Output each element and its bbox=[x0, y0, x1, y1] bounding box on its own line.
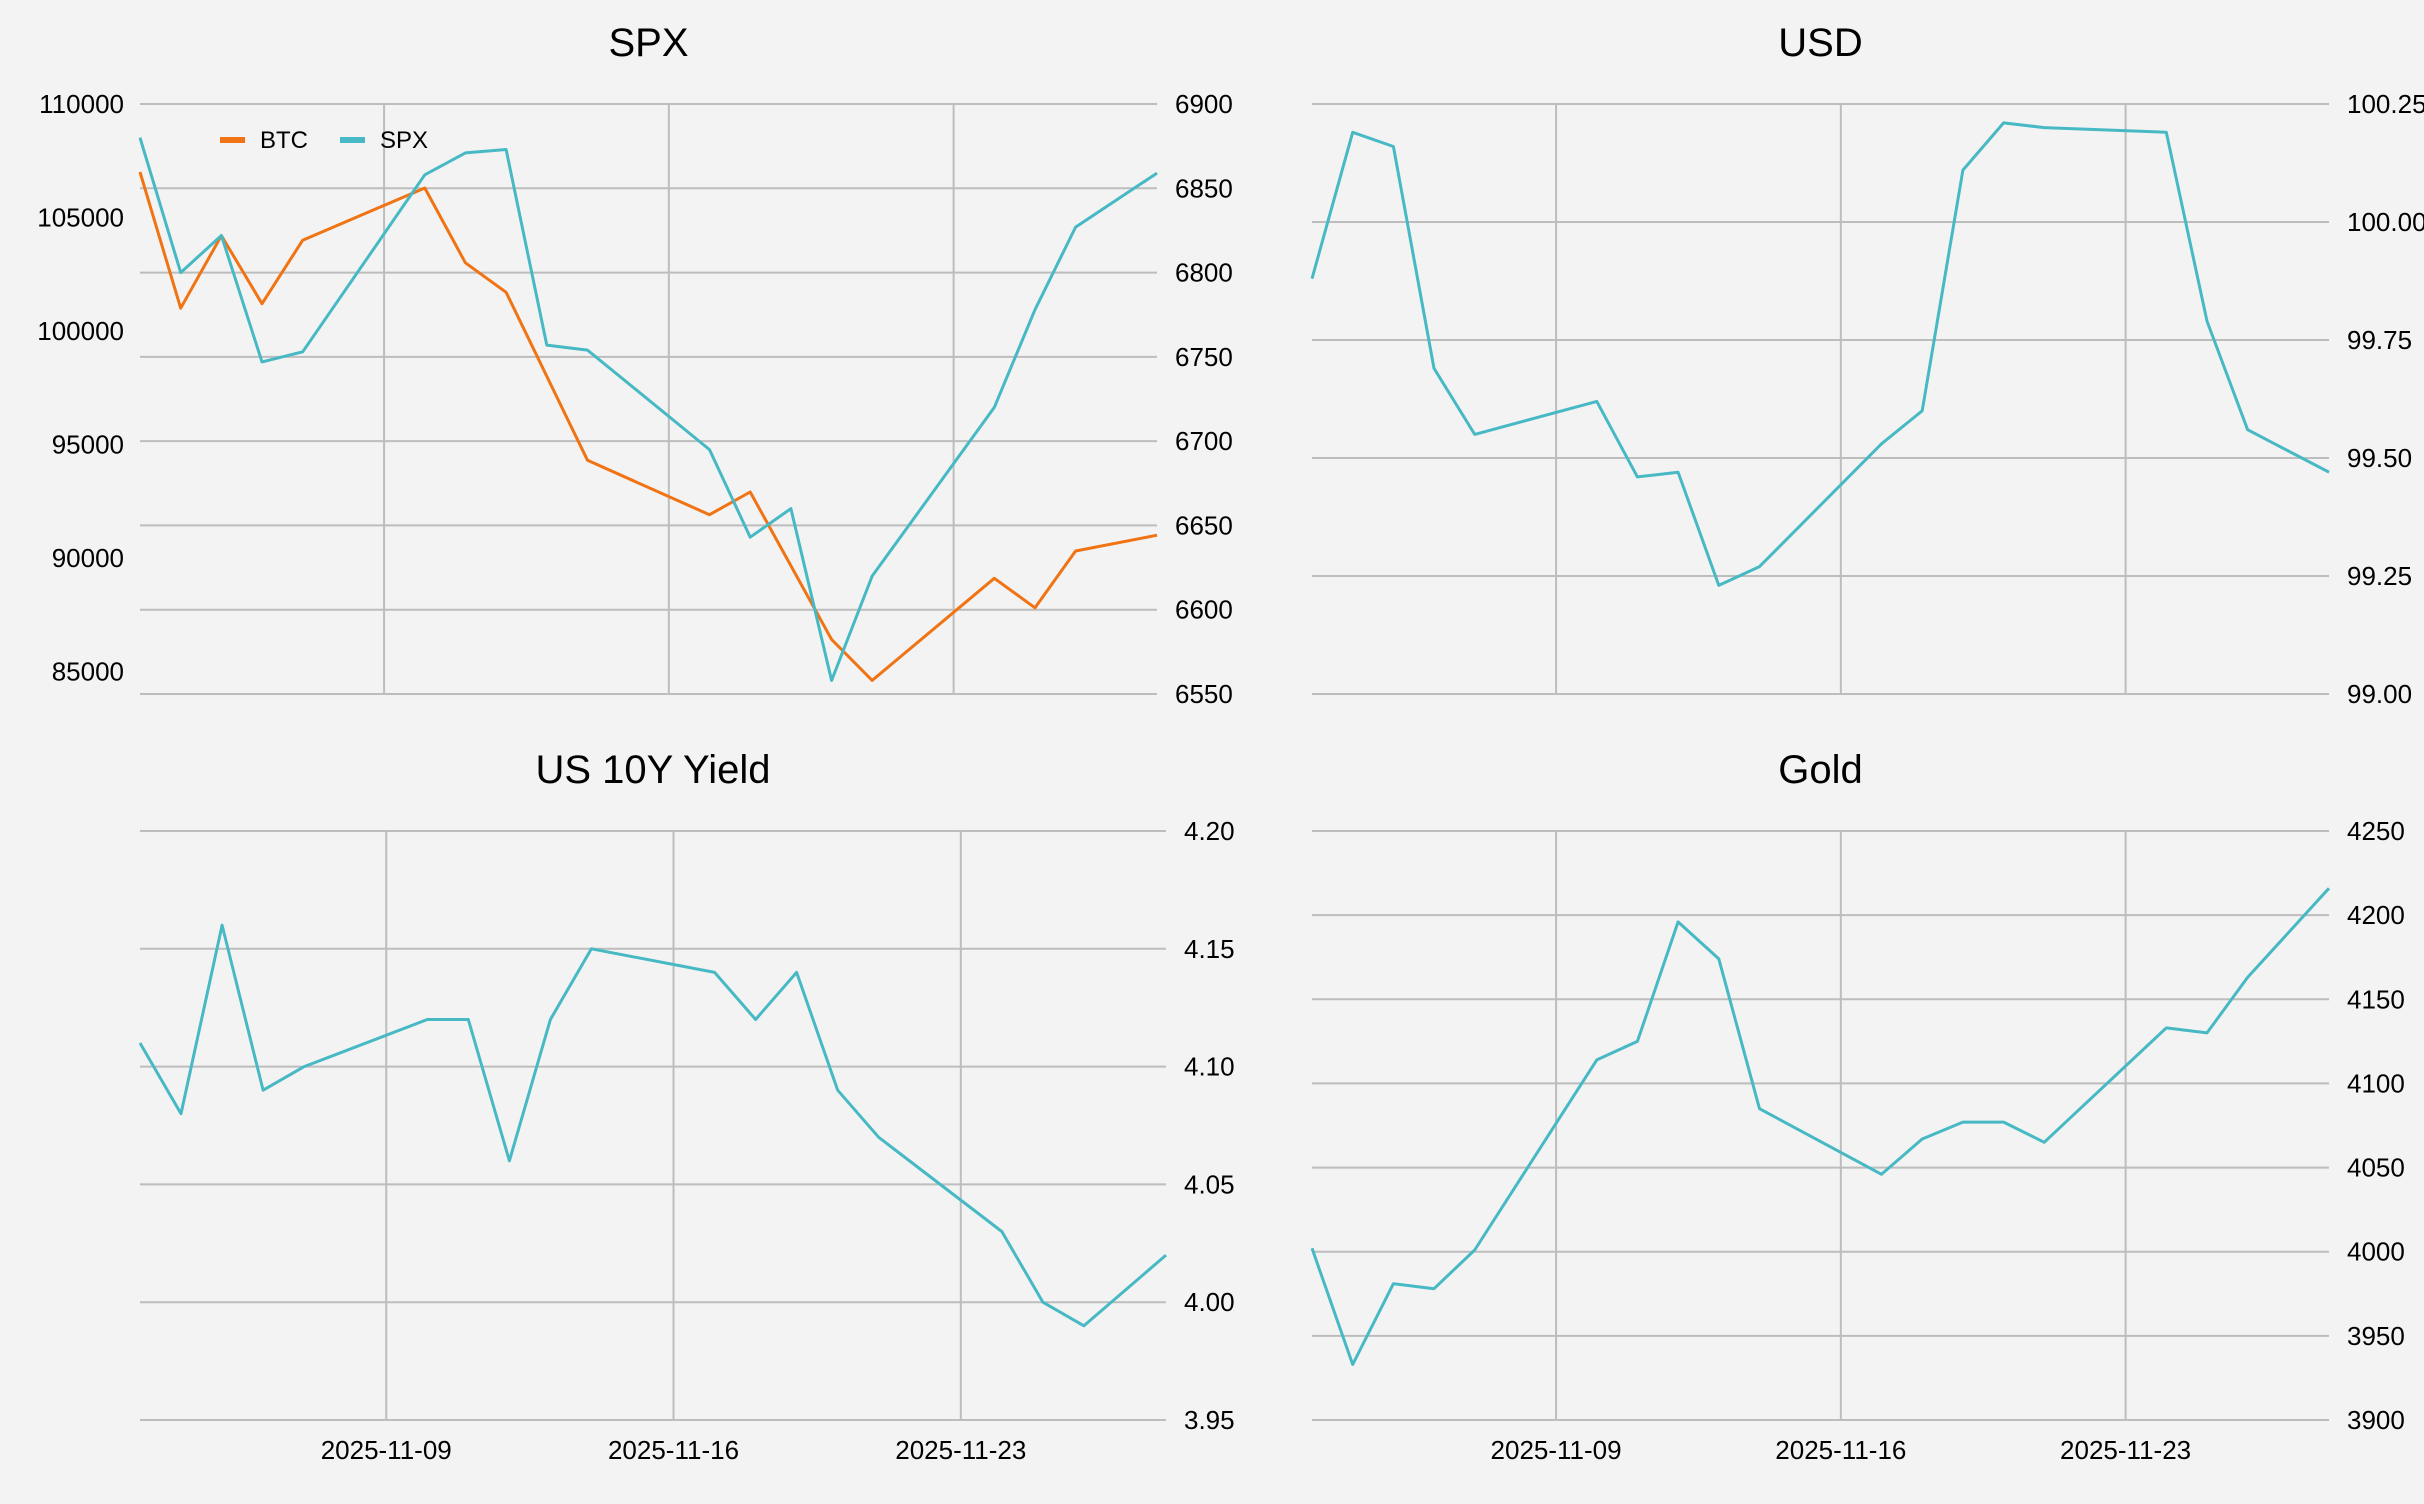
gold-x-tick-label: 2025-11-09 bbox=[1491, 1435, 1622, 1465]
gold-series-line bbox=[1310, 887, 2331, 1366]
spx-right-tick-label: 6750 bbox=[1175, 342, 1233, 372]
gold-x-tick-label: 2025-11-16 bbox=[1775, 1435, 1906, 1465]
us10y-series-line bbox=[138, 923, 1167, 1328]
us10y-right-tick-label: 4.20 bbox=[1184, 816, 1235, 846]
us10y-chart: 3.95 4.00 4.05 4.10 4.15 4.20 2025-11-09 2025-1… bbox=[138, 748, 1235, 1465]
spx-left-tick-label: 110000 bbox=[39, 89, 124, 119]
gold-x-tick-label: 2025-11-23 bbox=[2060, 1435, 2191, 1465]
legend-label-spx: SPX bbox=[380, 127, 428, 154]
usd-right-tick-label: 100.25 bbox=[2347, 89, 2424, 119]
spx-legend: BTC SPX bbox=[220, 127, 428, 154]
gold-chart-title: Gold bbox=[1778, 748, 1863, 792]
us10y-x-tick-label: 2025-11-09 bbox=[321, 1435, 452, 1465]
usd-chart-title: USD bbox=[1778, 21, 1862, 65]
gold-right-tick-label: 4000 bbox=[2347, 1237, 2405, 1267]
spx-right-tick-label: 6550 bbox=[1175, 679, 1233, 709]
usd-right-tick-label: 99.50 bbox=[2347, 443, 2412, 473]
spx-right-tick-label: 6600 bbox=[1175, 595, 1233, 625]
spx-chart: 6550 6600 6650 6700 6750 6800 6850 6900 85000 900… bbox=[37, 21, 1233, 709]
spx-left-tick-label: 90000 bbox=[52, 543, 124, 573]
usd-right-tick-label: 99.25 bbox=[2347, 561, 2412, 591]
us10y-chart-title: US 10Y Yield bbox=[536, 748, 771, 792]
usd-right-tick-label: 99.75 bbox=[2347, 325, 2412, 355]
us10y-right-tick-label: 4.00 bbox=[1184, 1287, 1235, 1317]
us10y-x-tick-label: 2025-11-16 bbox=[608, 1435, 739, 1465]
spx-spx-line bbox=[138, 137, 1158, 682]
us10y-right-tick-label: 3.95 bbox=[1184, 1405, 1235, 1435]
usd-chart: 99.00 99.25 99.50 99.75 100.00 100.25 USD bbox=[1310, 21, 2424, 709]
gold-right-tick-label: 4250 bbox=[2347, 816, 2405, 846]
gold-right-tick-label: 3950 bbox=[2347, 1321, 2405, 1351]
spx-right-tick-label: 6850 bbox=[1175, 173, 1233, 203]
gold-right-tick-label: 4150 bbox=[2347, 984, 2405, 1014]
usd-series-line bbox=[1310, 121, 2330, 587]
gold-right-tick-label: 3900 bbox=[2347, 1405, 2405, 1435]
us10y-x-tick-label: 2025-11-23 bbox=[895, 1435, 1026, 1465]
legend-label-btc: BTC bbox=[260, 127, 308, 154]
spx-btc-line bbox=[138, 171, 1158, 682]
gold-right-tick-label: 4200 bbox=[2347, 900, 2405, 930]
us10y-right-tick-label: 4.05 bbox=[1184, 1169, 1235, 1199]
spx-left-tick-label: 95000 bbox=[52, 429, 124, 459]
spx-chart-title: SPX bbox=[608, 21, 688, 65]
spx-left-tick-label: 85000 bbox=[52, 656, 124, 686]
spx-right-tick-label: 6800 bbox=[1175, 258, 1233, 288]
gold-right-tick-label: 4050 bbox=[2347, 1153, 2405, 1183]
spx-left-tick-label: 100000 bbox=[37, 316, 124, 346]
us10y-right-tick-label: 4.10 bbox=[1184, 1052, 1235, 1082]
spx-right-tick-label: 6700 bbox=[1175, 426, 1233, 456]
gold-chart: 3900 3950 4000 4050 4100 4150 4200 4250 2025-11-… bbox=[1310, 748, 2405, 1465]
spx-right-tick-label: 6900 bbox=[1175, 89, 1233, 119]
gold-right-tick-label: 4100 bbox=[2347, 1068, 2405, 1098]
spx-left-tick-label: 105000 bbox=[37, 202, 124, 232]
us10y-right-tick-label: 4.15 bbox=[1184, 934, 1235, 964]
spx-right-tick-label: 6650 bbox=[1175, 510, 1233, 540]
usd-right-tick-label: 99.00 bbox=[2347, 679, 2412, 709]
usd-right-tick-label: 100.00 bbox=[2347, 207, 2424, 237]
